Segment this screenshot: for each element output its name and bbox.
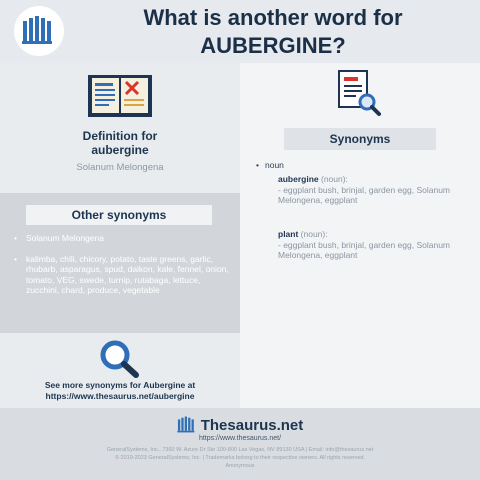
books-icon	[177, 416, 195, 433]
more-synonyms-url[interactable]: https://www.thesaurus.net/aubergine	[45, 391, 195, 401]
entry-synonyms: - eggplant bush, brinjal, garden egg, So…	[278, 239, 451, 261]
definition-title: Definition for aubergine	[0, 129, 240, 157]
synonyms-panel: Synonyms noun aubergine (noun): - eggpla…	[240, 63, 480, 408]
other-synonyms-list: Solanum Melongena kalimba, chili, chicor…	[14, 233, 230, 306]
synonym-entry: aubergine (noun): - eggplant bush, brinj…	[278, 174, 468, 206]
footer-url[interactable]: https://www.thesaurus.net/	[198, 435, 282, 442]
list-item[interactable]: kalimba, chili, chicory, potato, taste g…	[14, 254, 230, 296]
definition-title-line1: Definition for	[82, 129, 158, 143]
footer-legal-line1: GeneralSystems, Inc., 7360 W. Azure Dr S…	[106, 447, 374, 453]
open-book-icon	[88, 75, 152, 117]
footer-legal: GeneralSystems, Inc., 7360 W. Azure Dr S…	[30, 446, 450, 470]
list-item[interactable]: Solanum Melongena	[14, 233, 230, 244]
logo[interactable]	[14, 6, 64, 56]
entry-word[interactable]: aubergine	[278, 174, 319, 184]
page-title-line1: What is another word for	[143, 5, 403, 30]
footer-legal-line3: Anonymous	[225, 463, 255, 469]
footer-legal-line2: © 2019-2023 GeneralSystems, Inc. | Trade…	[114, 455, 366, 461]
synonym-entry: plant (noun): - eggplant bush, brinjal, …	[278, 229, 468, 261]
entry-synonyms: - eggplant bush, brinjal, garden egg, So…	[278, 184, 451, 206]
more-synonyms-link[interactable]: See more synonyms for Aubergine at https…	[0, 380, 240, 402]
definition-subtitle: Solanum Melongena	[76, 162, 164, 173]
page-title-line2: AUBERGINE?	[200, 33, 346, 58]
more-synonyms-line1: See more synonyms for Aubergine at	[44, 380, 196, 390]
footer-brand-name: Thesaurus.net	[200, 417, 304, 434]
books-icon	[22, 16, 52, 44]
entry-word[interactable]: plant	[278, 229, 299, 239]
other-synonyms-heading: Other synonyms	[26, 205, 212, 225]
entry-pos: (noun):	[298, 229, 328, 239]
page-header: What is another word for AUBERGINE?	[0, 0, 480, 63]
footer-brand[interactable]: Thesaurus.net	[0, 416, 480, 434]
magnifier-icon	[100, 340, 139, 378]
page-title: What is another word for AUBERGINE?	[78, 4, 468, 60]
more-synonyms-panel: See more synonyms for Aubergine at https…	[0, 333, 240, 408]
synonyms-heading: Synonyms	[284, 128, 436, 150]
entry-pos: (noun):	[318, 174, 348, 184]
part-of-speech: noun	[256, 160, 284, 170]
page-footer: Thesaurus.net https://www.thesaurus.net/…	[0, 408, 480, 480]
other-synonyms-panel: Other synonyms Solanum Melongena kalimba…	[0, 193, 240, 333]
definition-title-line2: aubergine	[91, 143, 149, 157]
document-magnifier-icon	[338, 70, 381, 116]
definition-panel: Definition for aubergine Solanum Melonge…	[0, 63, 240, 193]
